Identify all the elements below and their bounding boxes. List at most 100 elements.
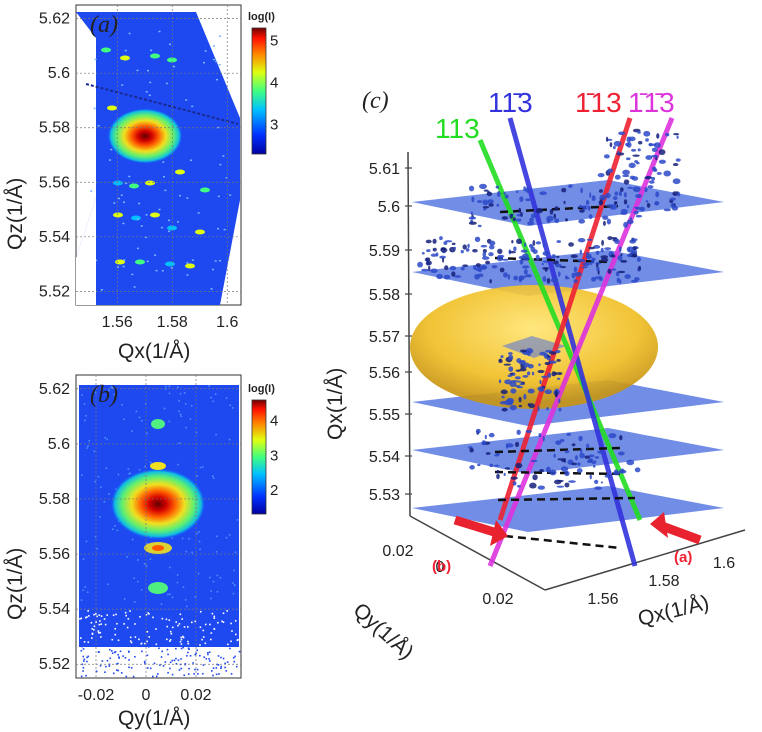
qy-tick-label: 0 [436,559,445,576]
scatter-point [554,349,561,354]
scatter-point [491,265,498,269]
noise-dot [116,622,118,625]
noise-dot [82,655,85,658]
scatter-point [646,202,651,208]
noise-dot [79,618,81,620]
noise-dot [161,650,163,653]
noise-dot [144,662,146,664]
satellite-spot [113,180,123,186]
scatter-point [625,157,631,161]
scatter-point [604,474,613,478]
satellite-spot [167,225,177,231]
noise-dot [113,651,116,654]
scatter-point [522,265,530,269]
scatter-point [496,473,500,480]
scatter-point [566,432,571,436]
scatter-point [573,279,578,283]
scatter-point [631,148,637,152]
noise-dot [203,61,206,64]
scatter-point [559,438,565,442]
noise-dot [86,447,88,449]
noise-dot [234,655,236,658]
noise-dot [185,605,188,608]
noise-dot [80,649,83,652]
noise-dot [222,657,225,660]
noise-dot [100,486,102,488]
qy-tick-label: 0.02 [382,543,413,560]
noise-dot [158,30,161,33]
noise-dot [105,467,108,470]
satellite-spot [131,215,141,221]
scatter-point [519,259,524,265]
scatter-point [600,255,609,259]
scatter-point [557,458,563,461]
mask-region [76,198,96,305]
y-tick-label: 5.62 [39,381,70,398]
scatter-point [556,240,562,243]
noise-dot [180,667,183,670]
noise-dot [235,665,238,668]
scatter-point [525,198,531,202]
scatter-point [579,448,583,454]
noise-dot [180,647,183,650]
scatter-point [605,204,614,208]
scatter-point [669,197,676,201]
noise-dot [212,580,215,583]
noise-dot [83,658,86,661]
noise-dot [146,640,148,643]
scatter-point [501,258,510,261]
noise-dot [81,645,83,648]
scatter-point [428,265,431,272]
noise-dot [117,669,119,672]
scatter-point [588,214,593,220]
scatter-point [522,362,531,368]
noise-dot [211,612,214,615]
scatter-point [514,384,521,388]
scatter-point [518,396,522,403]
z-tick-label: 5.6 [378,199,400,216]
noise-dot [125,675,128,678]
scatter-point [589,474,592,480]
scatter-point [489,463,494,468]
noise-dot [108,665,111,667]
scatter-point [603,154,610,159]
noise-dot [183,674,186,677]
noise-dot [181,537,184,540]
noise-dot [111,638,114,641]
noise-dot [84,616,87,619]
noise-dot [214,393,217,395]
noise-dot [191,259,194,261]
scatter-point [504,379,512,385]
noise-dot [166,625,169,628]
noise-dot [84,419,86,422]
noise-dot [96,615,98,618]
noise-dot [164,661,167,663]
noise-dot [136,218,139,221]
scatter-point [518,405,523,408]
noise-dot [99,516,101,518]
noise-dot [82,589,84,592]
noise-dot [182,636,185,639]
scatter-point [525,187,531,193]
noise-dot [117,639,120,642]
scatter-point [608,433,617,439]
noise-dot [155,675,158,678]
panel-c-ylabel: Qy(1/Å) [349,599,418,664]
slice-plane [412,486,724,532]
scatter-point [675,158,681,162]
noise-dot [173,65,176,68]
noise-dot [210,396,212,399]
noise-dot [161,617,164,620]
noise-dot [175,657,177,660]
noise-dot [204,623,207,626]
scatter-point [442,257,445,263]
scatter-point [444,240,453,243]
panel-c-reflection-rods [477,117,675,567]
scatter-point [501,216,509,220]
noise-dot [100,289,103,291]
noise-dot [197,572,200,575]
noise-dot [131,538,134,541]
scatter-point [468,221,477,225]
noise-dot [152,675,154,678]
scatter-point [647,185,654,189]
